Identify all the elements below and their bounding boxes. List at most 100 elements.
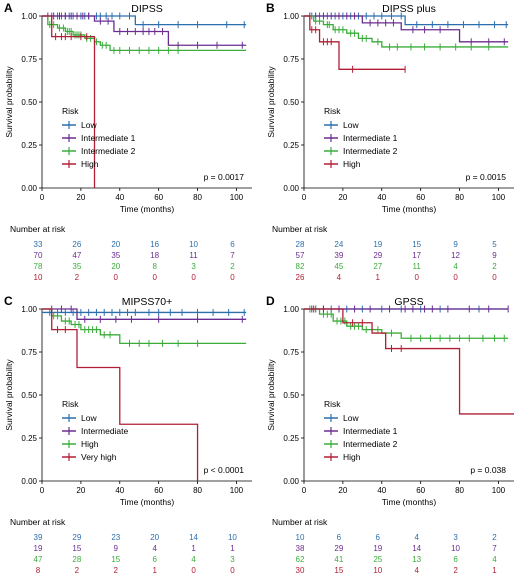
legend-entry: High — [343, 159, 361, 169]
risk-cell: 2 — [114, 566, 119, 575]
legend-entry: Low — [81, 413, 97, 423]
risk-table-title: Number at risk — [272, 224, 328, 234]
y-tick-label: 0.00 — [21, 477, 37, 486]
x-tick-label: 80 — [193, 193, 202, 202]
y-tick-label: 0.25 — [21, 434, 37, 443]
x-tick-label: 40 — [115, 486, 124, 495]
risk-table-title: Number at risk — [272, 517, 328, 527]
km-curve-high — [42, 15, 96, 188]
x-tick-label: 20 — [76, 193, 85, 202]
x-tick-label: 0 — [40, 486, 45, 495]
risk-cell: 15 — [111, 555, 120, 564]
risk-table-title: Number at risk — [10, 517, 66, 527]
x-axis-label: Time (months) — [120, 497, 175, 507]
y-tick-label: 0.25 — [283, 434, 299, 443]
risk-cell: 41 — [334, 555, 343, 564]
risk-cell: 78 — [34, 262, 43, 271]
km-curve-very-high — [42, 308, 199, 481]
risk-cell: 3 — [453, 533, 458, 542]
legend-entry: High — [343, 452, 361, 462]
legend-entry: Intermediate 2 — [81, 146, 136, 156]
risk-cell: 38 — [296, 544, 305, 553]
risk-cell: 0 — [152, 273, 157, 282]
risk-cell: 18 — [150, 251, 159, 260]
risk-cell: 6 — [152, 555, 157, 564]
risk-cell: 4 — [152, 544, 157, 553]
risk-cell: 9 — [453, 240, 458, 249]
risk-cell: 2 — [75, 273, 80, 282]
x-tick-label: 20 — [338, 193, 347, 202]
risk-cell: 20 — [111, 262, 120, 271]
risk-cell: 20 — [150, 533, 159, 542]
risk-cell: 19 — [373, 544, 382, 553]
y-tick-label: 0.25 — [21, 141, 37, 150]
risk-cell: 30 — [296, 566, 305, 575]
risk-cell: 7 — [230, 251, 235, 260]
y-tick-label: 0.75 — [21, 55, 37, 64]
risk-cell: 39 — [334, 251, 343, 260]
risk-cell: 10 — [228, 533, 237, 542]
risk-cell: 6 — [337, 533, 342, 542]
risk-cell: 2 — [453, 566, 458, 575]
risk-cell: 28 — [296, 240, 305, 249]
legend-title: Risk — [62, 106, 79, 116]
panel-title: MIPSS70+ — [122, 296, 173, 308]
legend-entry: Intermediate 2 — [343, 439, 398, 449]
risk-cell: 0 — [230, 273, 235, 282]
y-tick-label: 0.25 — [283, 141, 299, 150]
km-curve-high — [304, 308, 514, 415]
x-tick-label: 40 — [377, 193, 386, 202]
x-axis-label: Time (months) — [382, 204, 437, 214]
y-tick-label: 0.50 — [21, 98, 37, 107]
risk-cell: 23 — [111, 533, 120, 542]
risk-cell: 8 — [36, 566, 41, 575]
panel-letter: B — [266, 1, 275, 15]
y-tick-label: 0.00 — [283, 477, 299, 486]
risk-cell: 16 — [150, 240, 159, 249]
y-tick-label: 0.75 — [21, 348, 37, 357]
risk-cell: 24 — [334, 240, 343, 249]
risk-cell: 10 — [189, 240, 198, 249]
x-tick-label: 40 — [115, 193, 124, 202]
risk-cell: 25 — [373, 555, 382, 564]
risk-cell: 7 — [492, 544, 497, 553]
y-axis-label: Survival probability — [266, 359, 276, 431]
km-curve-intermediate-2 — [304, 308, 509, 339]
y-tick-label: 0.50 — [283, 98, 299, 107]
legend-entry: Low — [343, 413, 359, 423]
risk-cell: 19 — [34, 544, 43, 553]
risk-cell: 0 — [230, 566, 235, 575]
panel-d: D GPSS 0.00 0.25 0.50 0.75 1.00 0 20 40 60 80 100 Tim… — [266, 294, 514, 575]
legend-title: Risk — [324, 106, 341, 116]
y-tick-label: 0.00 — [21, 184, 37, 193]
risk-cell: 6 — [230, 240, 235, 249]
risk-cell: 20 — [111, 240, 120, 249]
risk-cell: 10 — [296, 533, 305, 542]
x-tick-label: 40 — [377, 486, 386, 495]
risk-cell: 57 — [296, 251, 305, 260]
legend-entry: Intermediate 1 — [343, 426, 398, 436]
risk-cell: 35 — [72, 262, 81, 271]
risk-cell: 0 — [114, 273, 119, 282]
legend-entry: Intermediate 1 — [81, 133, 136, 143]
legend-entry: High — [81, 159, 99, 169]
risk-cell: 47 — [34, 555, 43, 564]
risk-cell: 27 — [373, 262, 382, 271]
risk-table-title: Number at risk — [10, 224, 66, 234]
x-tick-label: 60 — [154, 486, 163, 495]
risk-cell: 10 — [373, 566, 382, 575]
y-tick-label: 0.50 — [21, 391, 37, 400]
risk-cell: 15 — [412, 240, 421, 249]
x-tick-label: 0 — [40, 193, 45, 202]
y-axis-label: Survival probability — [4, 66, 14, 138]
x-tick-label: 20 — [338, 486, 347, 495]
panel-title: DIPSS — [131, 3, 163, 15]
legend-entry: Low — [81, 120, 97, 130]
risk-cell: 12 — [451, 251, 460, 260]
panel-title: GPSS — [394, 296, 423, 308]
risk-cell: 4 — [337, 273, 342, 282]
risk-cell: 29 — [373, 251, 382, 260]
x-tick-label: 0 — [302, 193, 307, 202]
risk-cell: 35 — [111, 251, 120, 260]
p-value: p < 0.0001 — [204, 465, 245, 475]
